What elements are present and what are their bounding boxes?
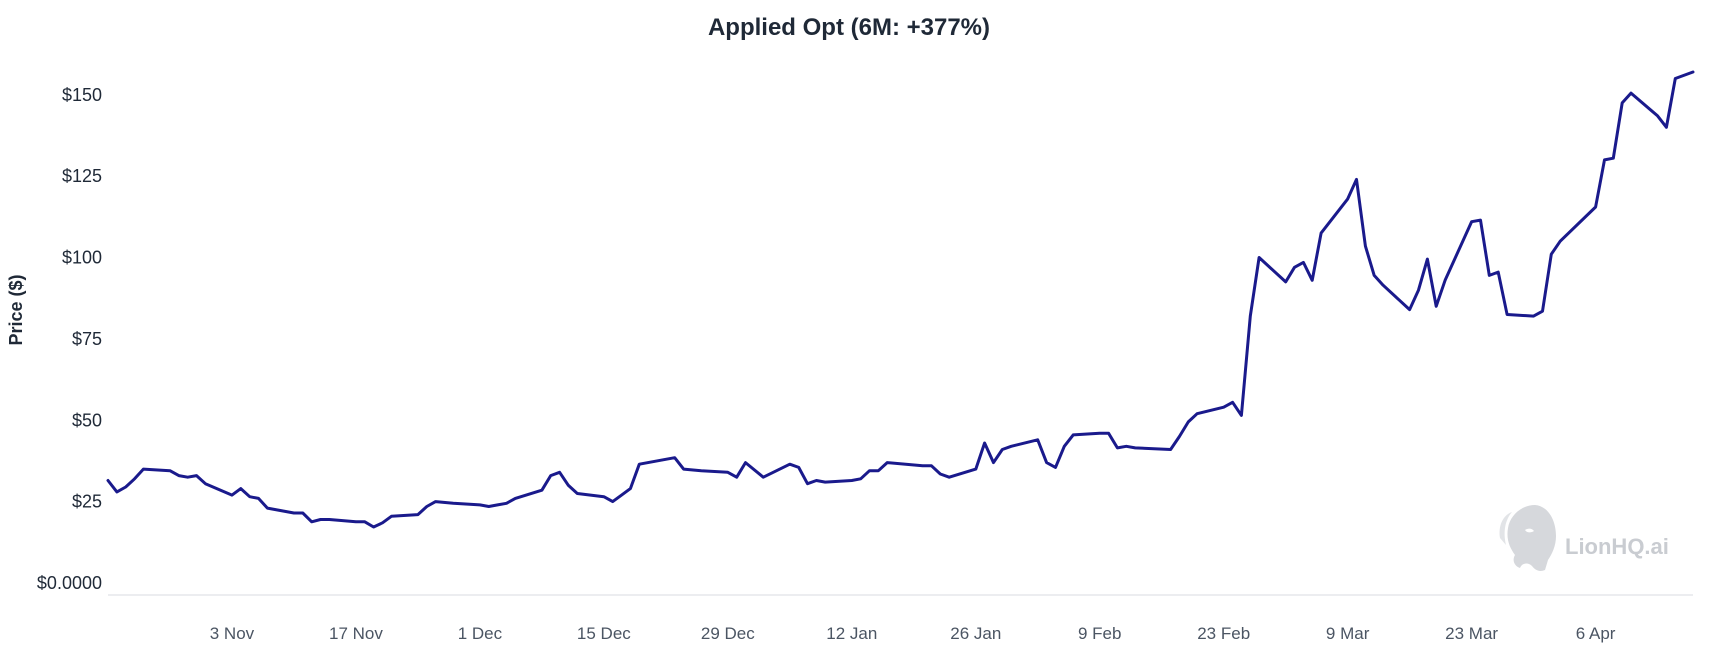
x-tick-label: 23 Mar <box>1445 624 1498 643</box>
y-tick-label: $125 <box>62 166 102 186</box>
y-tick-label: $75 <box>72 329 102 349</box>
y-axis-label: Price ($) <box>6 274 26 345</box>
x-tick-label: 15 Dec <box>577 624 631 643</box>
chart-title: Applied Opt (6M: +377%) <box>708 14 990 41</box>
watermark: LionHQ.ai <box>1499 505 1669 571</box>
x-tick-label: 9 Mar <box>1326 624 1370 643</box>
x-tick-label: 23 Feb <box>1197 624 1250 643</box>
y-tick-label: $150 <box>62 85 102 105</box>
x-tick-label: 1 Dec <box>458 624 503 643</box>
x-tick-label: 6 Apr <box>1576 624 1616 643</box>
x-tick-label: 29 Dec <box>701 624 755 643</box>
x-axis: 3 Nov 17 Nov 1 Dec 15 Dec 29 Dec 12 Jan 26 Jan… <box>210 624 1616 643</box>
x-tick-label: 17 Nov <box>329 624 383 643</box>
y-axis: $0.0000 $25 $50 $75 $100 $125 $150 <box>37 85 102 593</box>
x-tick-label: 3 Nov <box>210 624 255 643</box>
x-tick-label: 26 Jan <box>950 624 1001 643</box>
watermark-text: LionHQ.ai <box>1565 534 1669 559</box>
lion-head-icon <box>1499 505 1556 571</box>
x-tick-label: 12 Jan <box>826 624 877 643</box>
y-tick-label: $100 <box>62 248 102 268</box>
price-line <box>106 70 1695 529</box>
x-tick-label: 9 Feb <box>1078 624 1121 643</box>
y-tick-label: $0.0000 <box>37 573 102 593</box>
y-tick-label: $25 <box>72 492 102 512</box>
y-tick-label: $50 <box>72 410 102 430</box>
